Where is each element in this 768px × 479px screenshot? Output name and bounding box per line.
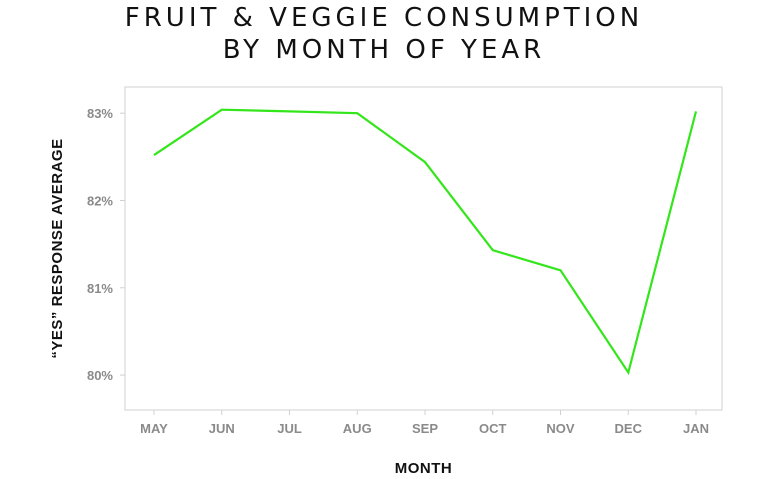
x-tick-label: DEC xyxy=(615,421,643,436)
chart-title-line-2: BY MONTH OF YEAR xyxy=(222,35,546,65)
x-axis-title: MONTH xyxy=(395,460,453,477)
y-tick-label: 83% xyxy=(87,106,113,121)
y-axis-title: “YES” RESPONSE AVERAGE xyxy=(49,138,66,358)
series-line xyxy=(153,108,698,376)
y-tick-label: 81% xyxy=(87,281,113,296)
x-tick-label: AUG xyxy=(343,421,372,436)
chart-title-line-1: FRUIT & VEGGIE CONSUMPTION xyxy=(124,3,644,33)
y-tick-label: 82% xyxy=(87,193,113,208)
plot-area xyxy=(124,86,723,411)
x-tick-label: SEP xyxy=(412,421,438,436)
x-tick-label: JAN xyxy=(683,421,709,436)
x-tick-label: OCT xyxy=(479,421,507,436)
x-tick-label: NOV xyxy=(546,421,575,436)
x-tick-label: JUL xyxy=(277,421,302,436)
x-tick-label: JUN xyxy=(209,421,235,436)
x-tick-label: MAY xyxy=(140,421,168,436)
chart-title: FRUIT & VEGGIE CONSUMPTION BY MONTH OF Y… xyxy=(0,2,768,66)
y-tick-label: 80% xyxy=(87,368,113,383)
